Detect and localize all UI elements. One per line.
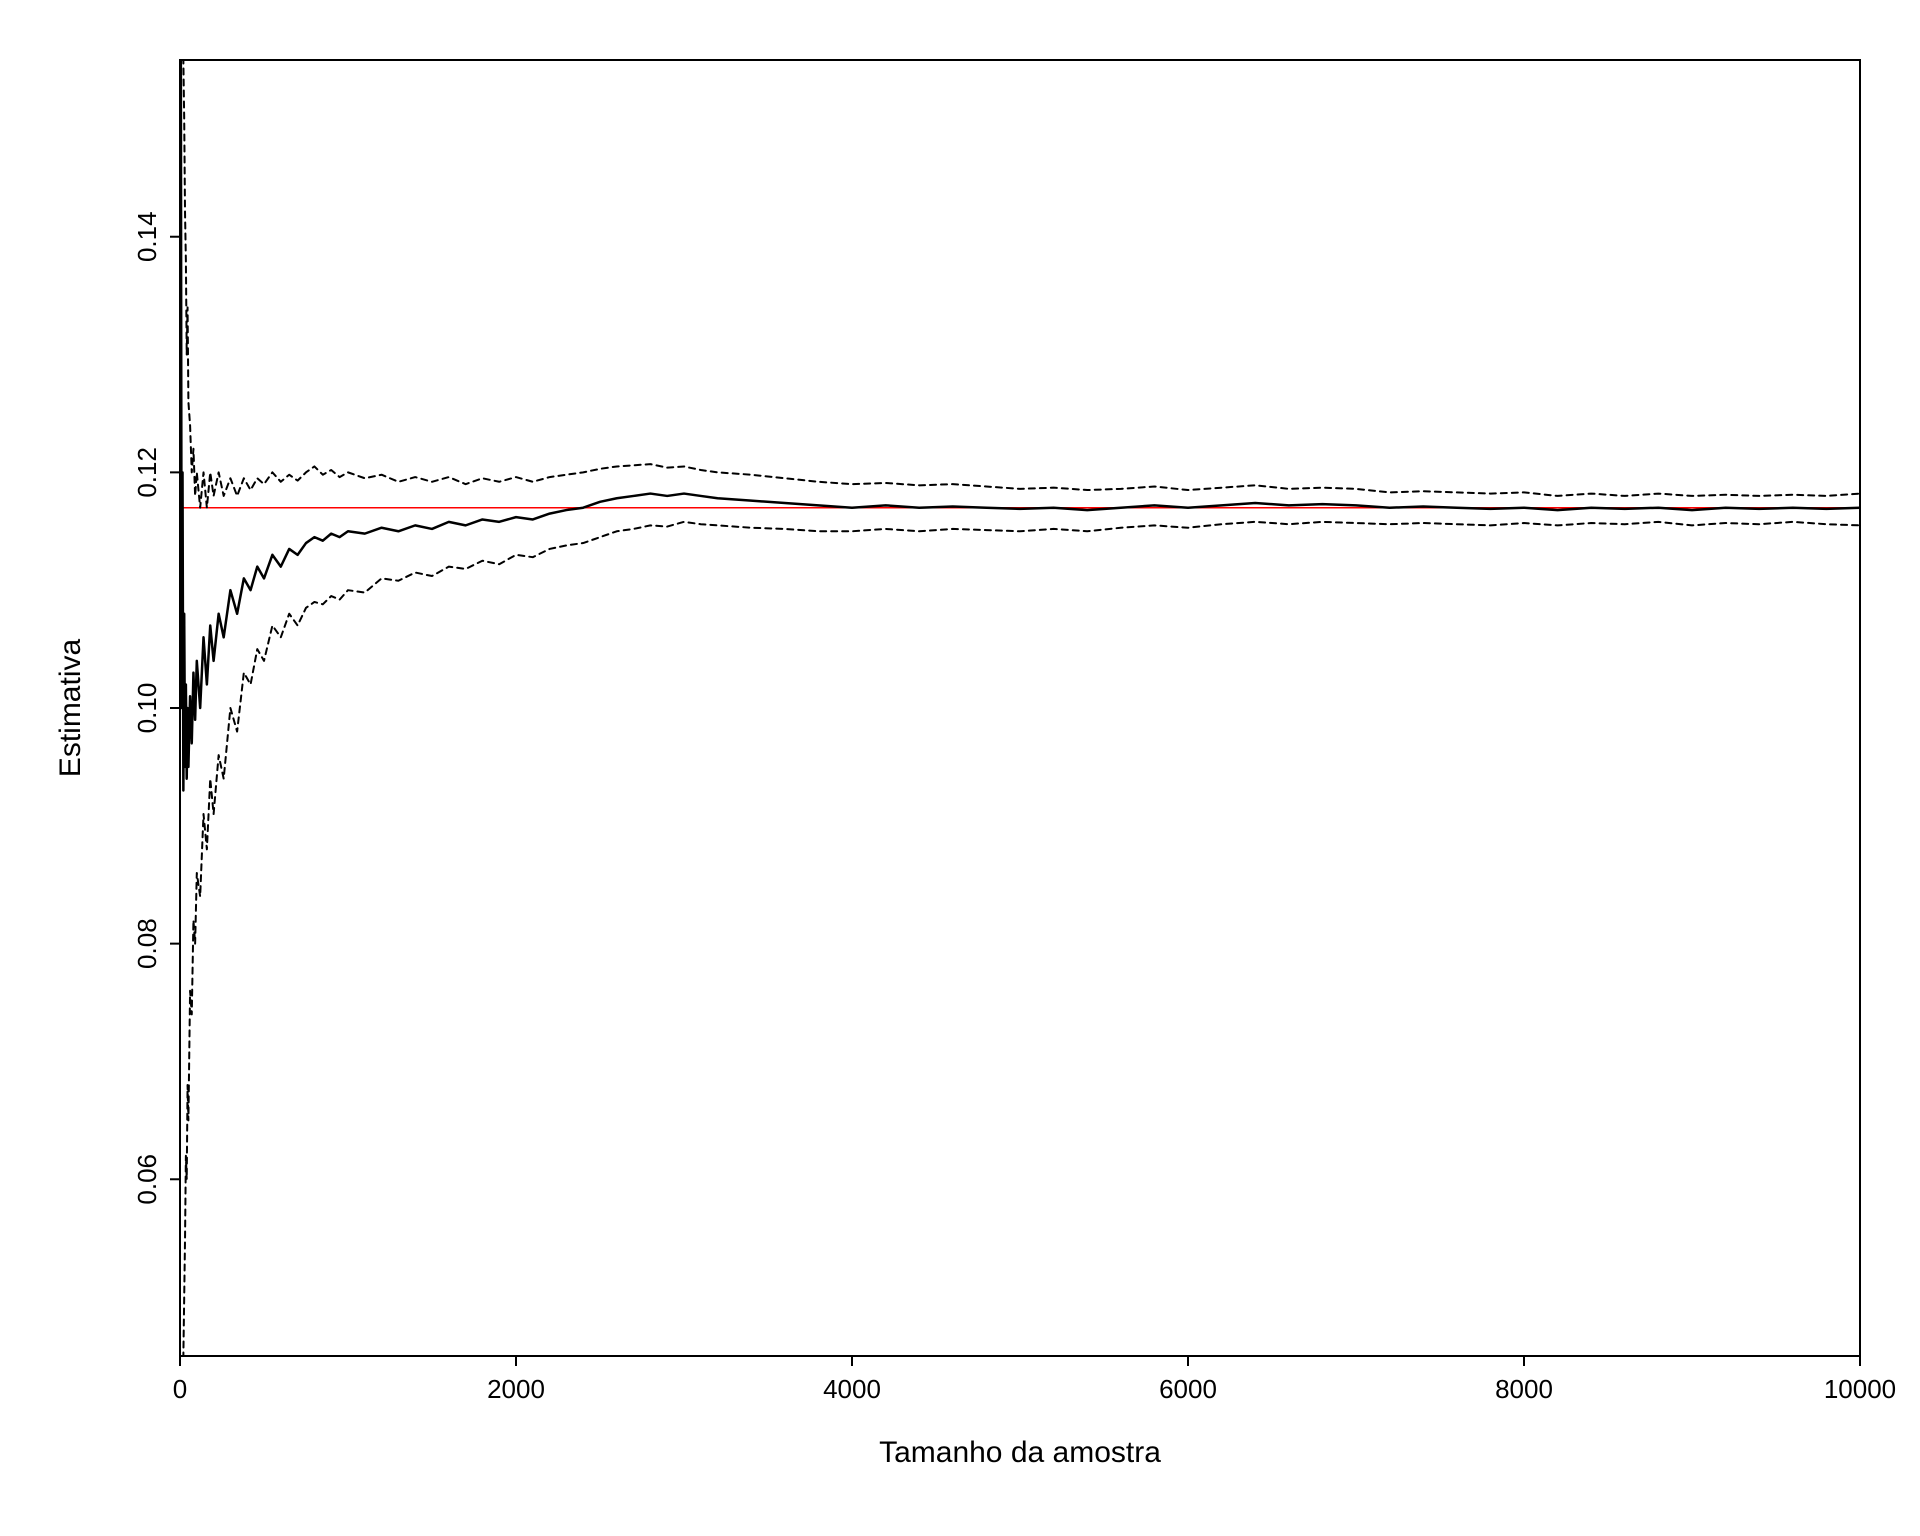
x-tick-label: 0 (173, 1374, 187, 1404)
convergence-chart: 0 2000 4000 6000 8000 10000 0.06 0.08 0.10 0.12 0.… (0, 0, 1920, 1536)
y-tick-label: 0.10 (132, 683, 162, 734)
x-tick-label: 8000 (1495, 1374, 1553, 1404)
y-tick-label: 0.12 (132, 447, 162, 498)
x-axis-label: Tamanho da amostra (879, 1436, 1161, 1469)
x-tick-label: 10000 (1824, 1374, 1896, 1404)
y-axis-label: Estimativa (54, 639, 87, 778)
chart-container: 0 2000 4000 6000 8000 10000 0.06 0.08 0.10 0.12 0.… (0, 0, 1920, 1536)
y-tick-label: 0.08 (132, 918, 162, 969)
x-tick-label: 2000 (487, 1374, 545, 1404)
y-tick-label: 0.14 (132, 211, 162, 262)
x-tick-label: 6000 (1159, 1374, 1217, 1404)
x-tick-label: 4000 (823, 1374, 881, 1404)
y-tick-label: 0.06 (132, 1154, 162, 1205)
